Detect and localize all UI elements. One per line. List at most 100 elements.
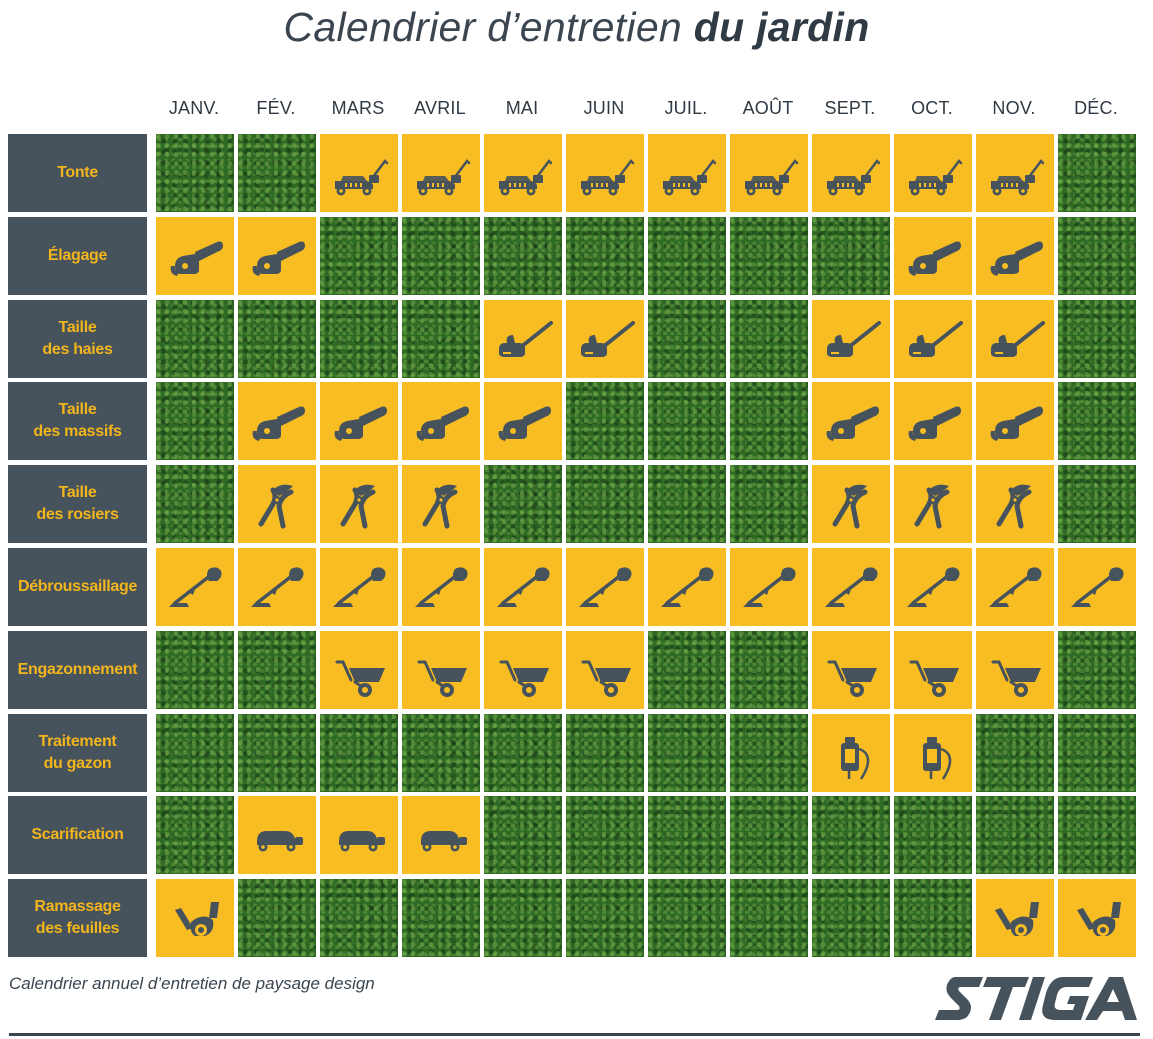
calendar-cell-active [484,548,562,626]
calendar-cell-inactive [648,879,726,957]
calendar-cell-active [566,631,644,709]
calendar-cell-inactive [320,300,398,378]
calendar-cell-inactive [320,879,398,957]
calendar-cell-active [402,631,480,709]
calendar-cell-active [1058,879,1136,957]
calendar-cell-inactive [648,217,726,295]
brush-cutter-icon [251,567,304,607]
calendar-cell-inactive [156,631,234,709]
page-title: Calendrier d’entretien du jardin [0,4,1153,51]
month-header: JUIN [583,98,625,118]
calendar-cell-active [894,134,972,212]
calendar-cell-inactive [730,300,808,378]
task-row: Ramassage des feuilles [8,879,1140,957]
chainsaw-icon [498,406,551,441]
title-part-regular: Calendrier d’entretien [283,4,694,50]
calendar-cell-active [156,217,234,295]
scarifier-icon [339,831,385,852]
task-row: Élagage [8,217,1140,295]
calendar-cell-active [894,548,972,626]
month-header: MARS [331,98,385,118]
calendar-cell-active [238,217,316,295]
calendar-cell-active [648,134,726,212]
brush-cutter-icon [907,567,960,607]
task-label: Ramassage des feuilles [8,879,147,957]
calendar-cell-inactive [320,714,398,792]
wheelbarrow-icon [909,660,959,697]
calendar-cell-inactive [238,300,316,378]
pruning-shears-icon [422,484,458,529]
calendar-cell-inactive [730,796,808,874]
task-row: Taille des haies [8,300,1140,378]
leaf-blower-icon [995,902,1039,936]
calendar-cell-active [730,548,808,626]
calendar-cell-inactive [238,714,316,792]
calendar-cell-inactive [1058,796,1136,874]
task-label: Tonte [8,134,147,212]
pruning-shears-icon [832,484,868,529]
calendar-cell-inactive [402,217,480,295]
calendar-cell-active [812,134,890,212]
wheelbarrow-icon [335,660,385,697]
calendar-cell-active [812,300,890,378]
calendar-cell-inactive [812,796,890,874]
calendar-cell-inactive [238,631,316,709]
task-row: Engazonnement [8,631,1140,709]
hedge-trimmer-icon [499,321,553,357]
calendar-cell-inactive [156,714,234,792]
calendar-cell-active [976,382,1054,460]
hedge-trimmer-icon [581,321,635,357]
task-label: Traitement du gazon [8,714,147,792]
calendar-cell-inactive [238,879,316,957]
chainsaw-icon [252,241,305,276]
lawnmower-icon [581,159,635,196]
calendar-cell-inactive [648,631,726,709]
calendar-cell-active [238,382,316,460]
task-row: Scarification [8,796,1140,874]
calendar-cell-inactive [320,217,398,295]
calendar-cell-active [402,465,480,543]
brush-cutter-icon [1071,567,1124,607]
calendar-cell-active [894,631,972,709]
calendar-cell-inactive [730,465,808,543]
calendar-cell-inactive [730,217,808,295]
task-row: Taille des massifs [8,382,1140,460]
task-label: Taille des massifs [8,382,147,460]
chainsaw-icon [334,406,387,441]
calendar-cell-inactive [976,796,1054,874]
pruning-shears-icon [914,484,950,529]
calendar-cell-active [894,300,972,378]
calendar-cell-active [484,134,562,212]
month-header: AOÛT [742,98,794,118]
calendar-cell-active [1058,548,1136,626]
calendar-cell-active [484,300,562,378]
calendar-cell-inactive [156,382,234,460]
lawnmower-icon [417,159,471,196]
calendar-cell-inactive [566,382,644,460]
calendar-cell-active [402,134,480,212]
task-label: Taille des haies [8,300,147,378]
calendar-cell-active [976,134,1054,212]
calendar-cell-inactive [566,714,644,792]
brush-cutter-icon [743,567,796,607]
sprayer-icon [841,737,870,780]
lawnmower-icon [745,159,799,196]
task-label: Engazonnement [8,631,147,709]
task-label: Élagage [8,217,147,295]
calendar-cell-active [156,548,234,626]
calendar-cell-active [976,217,1054,295]
calendar-cell-inactive [812,217,890,295]
calendar-cell-inactive [1058,217,1136,295]
calendar-cell-inactive [484,714,562,792]
calendar-cell-active [320,631,398,709]
calendar-cell-active [812,465,890,543]
calendar-cell-inactive [1058,134,1136,212]
sprayer-icon [923,737,952,780]
calendar-cell-active [320,796,398,874]
lawnmower-icon [499,159,553,196]
brush-cutter-icon [825,567,878,607]
calendar-cell-inactive [648,465,726,543]
pruning-shears-icon [340,484,376,529]
task-row: Débroussaillage [8,548,1140,626]
wheelbarrow-icon [581,660,631,697]
